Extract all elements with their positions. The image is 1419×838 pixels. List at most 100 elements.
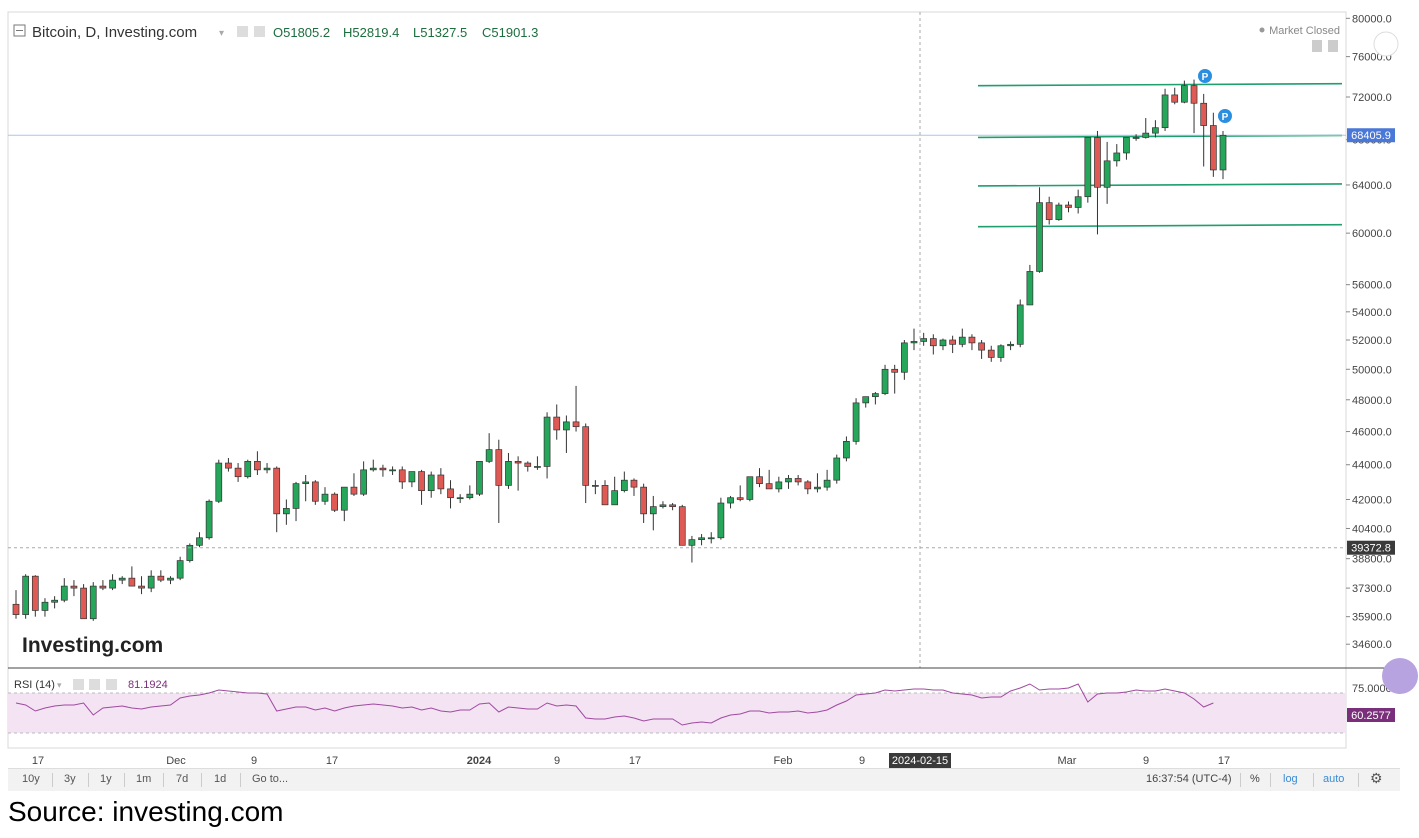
candle[interactable] [640,486,647,515]
candle[interactable] [1190,85,1198,104]
candle[interactable] [1209,125,1217,171]
candle[interactable] [176,560,184,579]
candle[interactable] [369,467,377,471]
range-1y-button[interactable]: 1y [100,773,112,785]
candle[interactable] [659,504,667,507]
candle[interactable] [283,508,290,515]
collapse-icon[interactable] [13,24,26,37]
candle[interactable] [910,341,918,344]
price-chart[interactable]: 80000.076000.072000.068000.064000.060000… [0,0,1419,800]
candle[interactable] [1065,204,1072,208]
level-line[interactable] [977,82,1343,87]
candle[interactable] [340,486,348,511]
candle[interactable] [987,349,995,358]
candle[interactable] [698,537,705,541]
candle[interactable] [1055,204,1063,220]
candle[interactable] [891,368,899,373]
candle[interactable] [157,575,165,581]
candle[interactable] [1152,127,1159,134]
candle[interactable] [80,587,87,620]
pivot-marker-icon[interactable] [1218,109,1232,123]
candle[interactable] [1084,137,1092,198]
candle[interactable] [1161,94,1169,129]
candle[interactable] [843,441,850,459]
level-line[interactable] [977,183,1343,187]
candle[interactable] [997,345,1005,358]
candle[interactable] [1103,160,1111,188]
candle[interactable] [669,504,676,507]
candle[interactable] [736,497,744,500]
candle[interactable] [727,497,734,504]
candle[interactable] [244,461,252,478]
eye-icon[interactable] [73,679,84,690]
candle[interactable] [495,449,503,486]
candle[interactable] [466,493,474,499]
candle[interactable] [485,449,493,462]
candle[interactable] [1123,137,1130,154]
candle[interactable] [128,577,136,587]
candle[interactable] [215,462,223,502]
candle[interactable] [524,462,532,467]
candle[interactable] [823,479,831,488]
candle[interactable] [398,469,406,483]
chart-canvas[interactable]: 80000.076000.072000.068000.064000.060000… [0,0,1419,768]
candle[interactable] [756,476,763,484]
candle[interactable] [147,575,155,589]
candle[interactable] [408,471,416,483]
candle[interactable] [99,585,107,589]
gear-icon[interactable] [254,26,265,37]
candle[interactable] [350,486,358,495]
symbol-title[interactable]: Bitcoin, D, Investing.com [32,24,197,41]
candle[interactable] [1036,202,1043,272]
candle[interactable] [572,421,580,428]
eye-icon[interactable] [237,26,248,37]
candle[interactable] [89,585,97,620]
candle[interactable] [118,577,126,581]
candle[interactable] [553,416,561,431]
candle[interactable] [1016,304,1024,345]
candle[interactable] [775,481,783,490]
candle[interactable] [22,575,30,615]
candle[interactable] [649,506,657,515]
candle[interactable] [60,585,68,601]
candle[interactable] [1113,152,1121,162]
candle[interactable] [1132,137,1140,139]
candle[interactable] [1094,137,1101,188]
gear-icon[interactable]: ⚙ [1370,770,1383,786]
candle[interactable] [31,575,39,611]
candle[interactable] [418,471,425,491]
candle[interactable] [1026,271,1034,306]
candle[interactable] [688,539,696,546]
pivot-marker-icon[interactable] [1198,69,1212,83]
candle[interactable] [263,467,271,471]
candle[interactable] [707,537,715,540]
candle[interactable] [746,476,754,500]
candle[interactable] [592,485,599,487]
candle[interactable] [543,416,551,467]
candle[interactable] [968,336,976,344]
candle[interactable] [1142,132,1150,138]
candle[interactable] [901,342,908,373]
widget-logo-icon[interactable] [1373,31,1399,57]
candle[interactable] [582,426,590,486]
candle[interactable] [1200,102,1208,126]
candle[interactable] [814,486,821,490]
candle[interactable] [620,479,628,491]
candle[interactable] [1074,196,1082,208]
close-icon[interactable] [106,679,117,690]
candle[interactable] [254,461,261,471]
candle[interactable] [794,478,802,483]
log-button[interactable]: log [1283,773,1298,785]
gear-icon[interactable] [89,679,100,690]
candle[interactable] [804,481,812,490]
candle[interactable] [920,338,928,342]
candle[interactable] [234,467,242,478]
candle[interactable] [321,493,329,502]
candle[interactable] [1181,85,1188,103]
candle[interactable] [427,474,435,491]
candle[interactable] [1171,94,1179,103]
candle[interactable] [311,481,319,502]
widget-w-icon[interactable] [1382,658,1418,694]
range-7d-button[interactable]: 7d [176,773,189,785]
candle[interactable] [205,500,213,539]
